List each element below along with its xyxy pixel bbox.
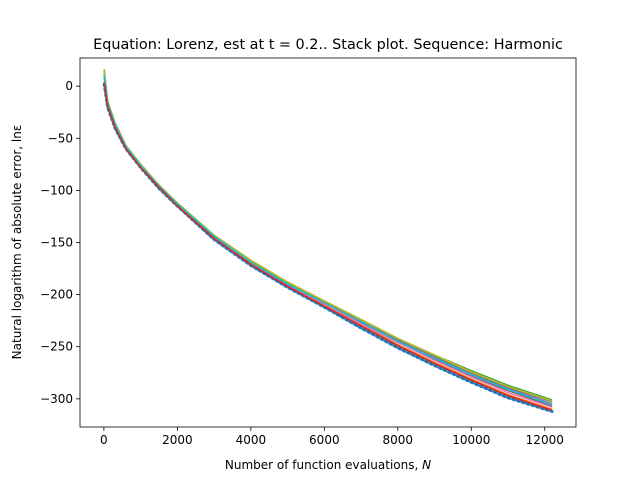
series-line-9	[103, 82, 553, 412]
x-tick-label: 12000	[526, 433, 564, 447]
x-axis-label: Number of function evaluations, N	[225, 458, 431, 472]
chart-title: Equation: Lorenz, est at t = 0.2.. Stack…	[93, 37, 563, 53]
x-tick-label: 2000	[162, 433, 193, 447]
x-tick-label: 4000	[236, 433, 267, 447]
y-axis: 0 −50 −100 −150 −200 −250 −300	[40, 79, 80, 406]
x-axis: 0 2000 4000 6000 8000 10000 12000	[100, 427, 564, 447]
y-tick-label: −300	[40, 392, 73, 406]
series-line-8	[103, 74, 553, 406]
series-layer	[102, 69, 554, 413]
y-tick-label: 0	[65, 79, 73, 93]
y-tick-label: −50	[48, 131, 73, 145]
x-tick-label: 10000	[452, 433, 490, 447]
x-tick-label: 0	[100, 433, 108, 447]
y-tick-label: −100	[40, 183, 73, 197]
x-tick-label: 8000	[383, 433, 414, 447]
x-tick-label: 6000	[309, 433, 340, 447]
y-tick-label: −250	[40, 340, 73, 354]
y-axis-label: Natural logarithm of absolute error, lnε	[10, 125, 24, 360]
y-tick-label: −150	[40, 236, 73, 250]
y-tick-label: −200	[40, 288, 73, 302]
x-axis-label-variable: N	[422, 458, 431, 472]
plot-frame	[79, 57, 577, 428]
